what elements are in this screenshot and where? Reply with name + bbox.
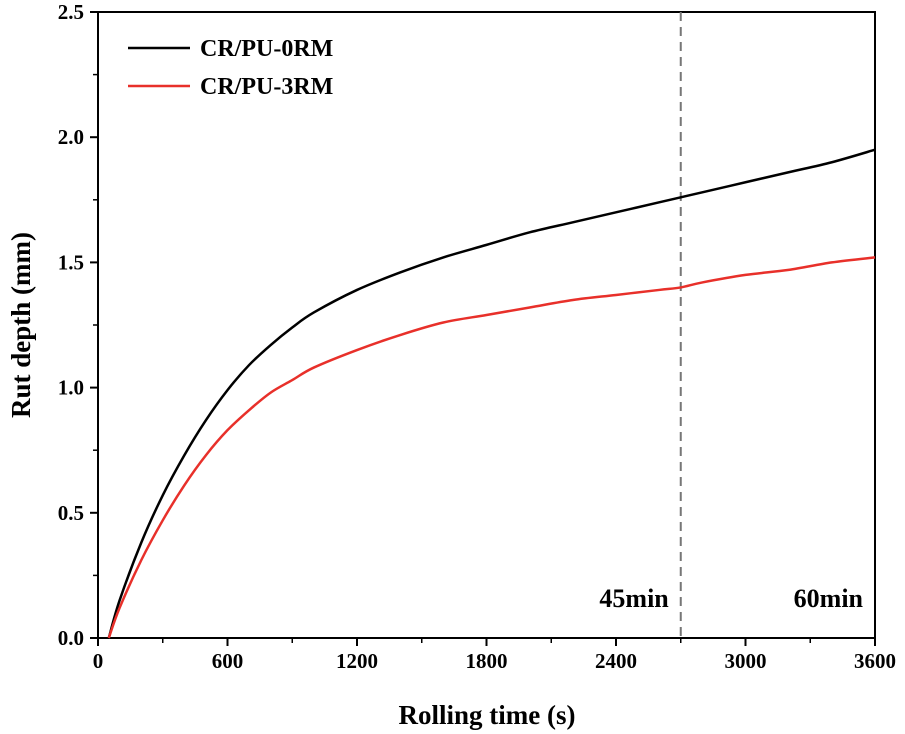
ticks-group: 0 600 1200 1800 2400 3000 3600 0.0 0.5 1.0 1.5 2.0 2…	[58, 0, 896, 673]
y-tick-label: 2.0	[58, 125, 84, 149]
x-axis-title: Rolling time (s)	[399, 700, 576, 730]
y-tick-label: 2.5	[58, 0, 84, 24]
annotation-60min: 60min	[794, 584, 864, 613]
plot-frame	[97, 11, 876, 639]
y-tick-label: 0.0	[58, 626, 84, 650]
series-group	[107, 148, 876, 639]
x-tick-label: 600	[212, 649, 244, 673]
x-tick-label: 1800	[466, 649, 508, 673]
plot-border	[97, 11, 876, 639]
y-tick-label: 1.5	[58, 250, 84, 274]
x-tick-label: 1200	[336, 649, 378, 673]
y-tick-label: 1.0	[58, 376, 84, 400]
x-tick-label: 2400	[595, 649, 637, 673]
x-tick-label: 3000	[725, 649, 767, 673]
legend-label: CR/PU-0RM	[200, 36, 333, 62]
legend-label: CR/PU-3RM	[200, 74, 333, 100]
annotation-45min: 45min	[599, 584, 669, 613]
series-line-cr-pu-3rm	[107, 256, 876, 639]
annotation-group: 45min 60min	[599, 584, 863, 613]
y-axis-title: Rut depth (mm)	[6, 232, 36, 418]
y-tick-label: 0.5	[58, 501, 84, 525]
series-line-cr-pu-0rm	[107, 148, 876, 639]
x-tick-label: 0	[93, 649, 104, 673]
x-tick-label: 3600	[854, 649, 896, 673]
legend: CR/PU-0RM CR/PU-3RM	[128, 36, 333, 100]
